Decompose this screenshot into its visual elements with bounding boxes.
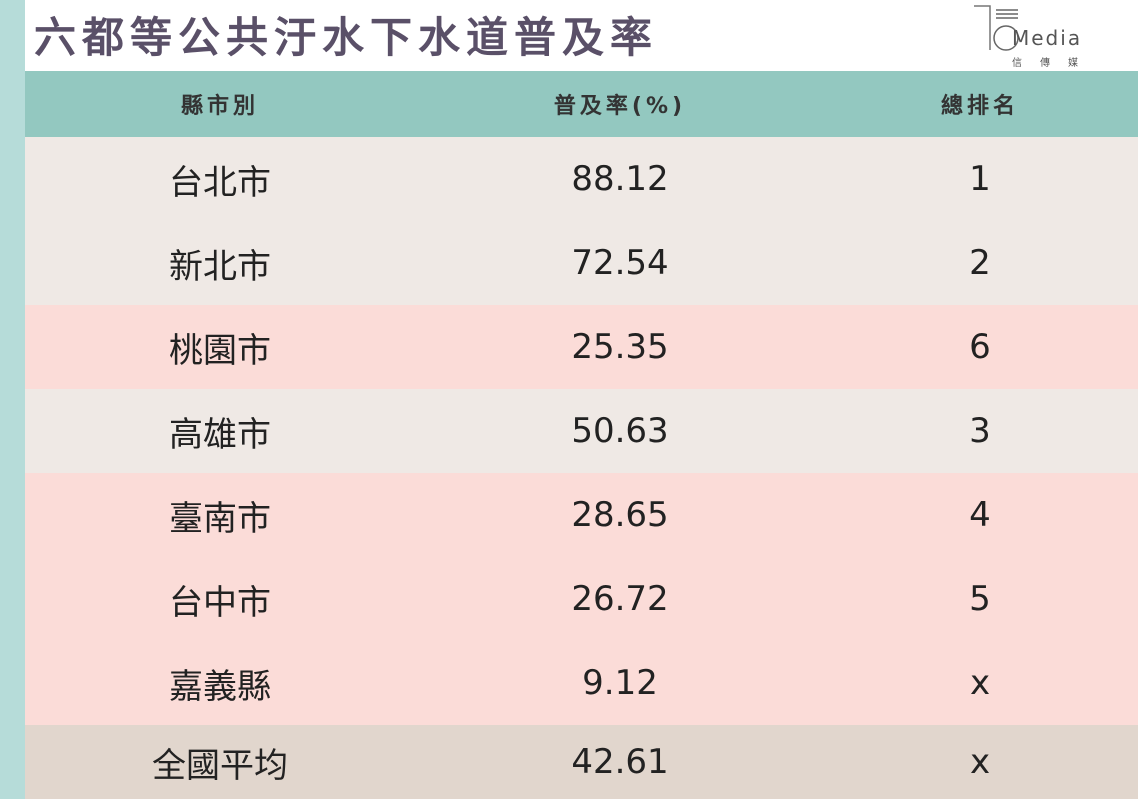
- cell-rank: 6: [969, 327, 991, 367]
- header-rate: 普及率(%): [553, 94, 687, 119]
- header-city: 縣市別: [180, 94, 259, 119]
- cell-city: 台北市: [169, 162, 271, 203]
- cell-rate: 42.61: [571, 742, 669, 782]
- table-header: 縣市別 普及率(%) 總排名: [25, 71, 1138, 137]
- table-row: 全國平均 42.61 x: [25, 725, 1138, 799]
- cell-rate: 25.35: [571, 327, 669, 367]
- page-title: 六都等公共汙水下水道普及率: [34, 13, 659, 62]
- cell-rate: 9.12: [582, 663, 658, 703]
- cell-city: 台中市: [169, 582, 271, 623]
- logo-mark-icon: [974, 5, 1019, 51]
- table-row: 新北市 72.54 2: [25, 221, 1138, 305]
- cell-rate: 28.65: [571, 495, 669, 535]
- table-row: 台北市 88.12 1: [25, 137, 1138, 221]
- cell-city: 臺南市: [169, 498, 271, 539]
- cell-city: 桃園市: [169, 330, 271, 371]
- table-row: 桃園市 25.35 6: [25, 305, 1138, 389]
- cell-rate: 26.72: [571, 579, 669, 619]
- cell-rank: 2: [969, 243, 991, 283]
- table-row: 嘉義縣 9.12 x: [25, 641, 1138, 725]
- cell-rank: 5: [969, 579, 991, 619]
- table-row: 高雄市 50.63 3: [25, 389, 1138, 473]
- media-logo: Media 信傳媒: [972, 2, 1132, 70]
- table-row: 臺南市 28.65 4: [25, 473, 1138, 557]
- cell-rank: x: [969, 663, 991, 703]
- header-rank: 總排名: [940, 94, 1019, 119]
- cell-rank: 4: [969, 495, 991, 535]
- cell-rate: 72.54: [571, 243, 669, 283]
- logo-subtitle: 信傳媒: [1012, 58, 1096, 69]
- cell-rank: x: [969, 742, 991, 782]
- cell-rank: 3: [969, 411, 991, 451]
- logo-word: Media: [1012, 26, 1083, 50]
- cell-rate: 88.12: [571, 159, 669, 199]
- cell-rate: 50.63: [571, 411, 669, 451]
- cell-city: 新北市: [169, 246, 271, 287]
- cell-rank: 1: [969, 159, 991, 199]
- cell-city: 嘉義縣: [169, 666, 271, 707]
- left-accent-strip: [0, 0, 25, 799]
- cell-city: 全國平均: [152, 745, 288, 786]
- cell-city: 高雄市: [169, 414, 271, 455]
- table-row: 台中市 26.72 5: [25, 557, 1138, 641]
- sewer-coverage-table: 縣市別 普及率(%) 總排名 台北市 88.12 1 新北市 72.54 2 桃園市 25.3…: [25, 71, 1138, 799]
